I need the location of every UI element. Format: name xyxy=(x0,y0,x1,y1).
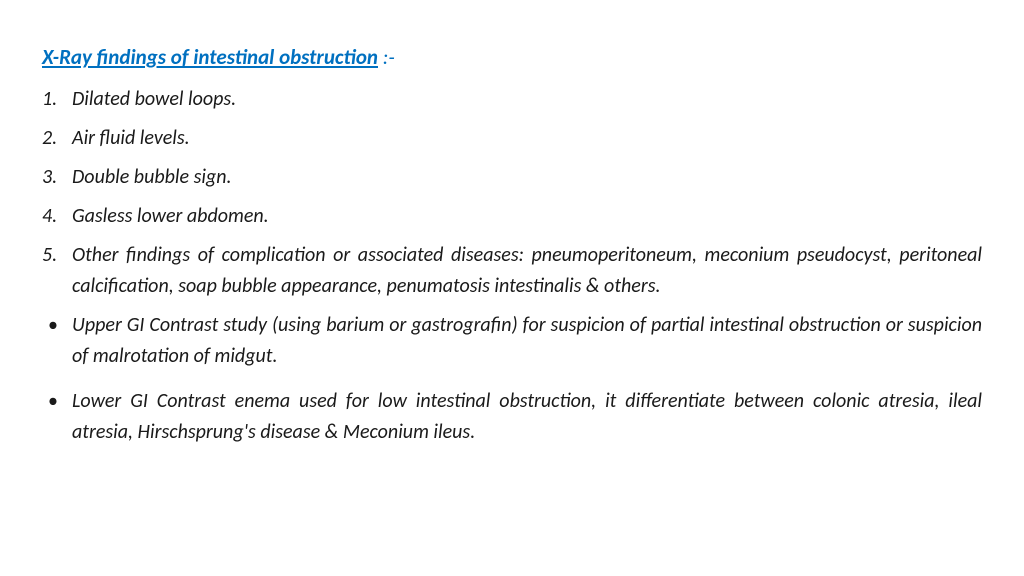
item-text: Dilated bowel loops. xyxy=(72,87,236,111)
item-text: Double bubble sign. xyxy=(72,165,232,189)
item-text: Lower GI Contrast enema used for low int… xyxy=(72,389,982,444)
item-number: 4. xyxy=(42,201,57,232)
heading-line: X-Ray findings of intestinal obstruction… xyxy=(42,44,982,70)
list-item: 1. Dilated bowel loops. xyxy=(42,84,982,115)
item-text: Other findings of complication or associ… xyxy=(72,243,982,298)
title-suffix: :- xyxy=(378,44,395,70)
list-item: 4. Gasless lower abdomen. xyxy=(42,201,982,232)
item-number: 5. xyxy=(42,240,57,271)
list-item: Lower GI Contrast enema used for low int… xyxy=(42,386,982,448)
page-title: X-Ray findings of intestinal obstruction xyxy=(42,44,378,70)
item-number: 1. xyxy=(42,84,57,115)
list-item: 3. Double bubble sign. xyxy=(42,162,982,193)
item-text: Gasless lower abdomen. xyxy=(72,204,269,228)
list-item: 5. Other findings of complication or asso… xyxy=(42,240,982,302)
list-item: Upper GI Contrast study (using barium or… xyxy=(42,310,982,372)
bullet-list: Upper GI Contrast study (using barium or… xyxy=(42,310,982,448)
item-number: 2. xyxy=(42,123,57,154)
numbered-list: 1. Dilated bowel loops. 2. Air fluid level… xyxy=(42,84,982,302)
item-text: Air fluid levels. xyxy=(72,126,190,150)
item-number: 3. xyxy=(42,162,57,193)
item-text: Upper GI Contrast study (using barium or… xyxy=(72,313,982,368)
list-item: 2. Air fluid levels. xyxy=(42,123,982,154)
